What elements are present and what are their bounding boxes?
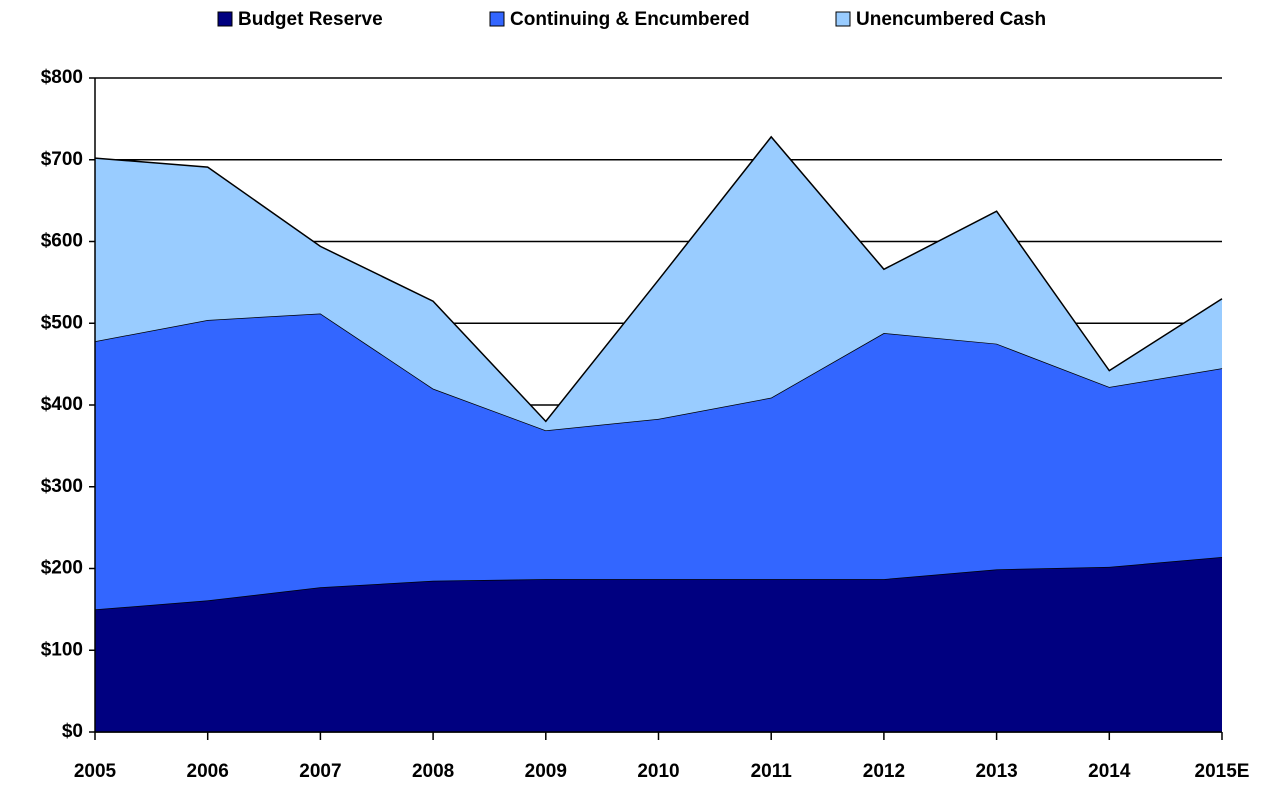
area xyxy=(95,557,1222,732)
x-tick-label: 2014 xyxy=(1088,761,1131,782)
x-tick-label: 2007 xyxy=(299,761,341,782)
x-tick-label: 2015E xyxy=(1195,761,1250,782)
y-tick-label: $600 xyxy=(41,231,83,252)
legend-swatch xyxy=(217,11,233,27)
area xyxy=(95,313,1222,610)
x-tick-label: 2013 xyxy=(975,761,1017,782)
x-tick-label: 2008 xyxy=(412,761,454,782)
legend-label: Continuing & Encumbered xyxy=(510,9,750,30)
area-outline xyxy=(94,135,1223,423)
y-tick-label: $800 xyxy=(41,67,83,88)
legend-label: Budget Reserve xyxy=(238,9,383,30)
x-tick-label: 2012 xyxy=(863,761,905,782)
y-tick-label: $0 xyxy=(62,721,83,742)
legend-swatch xyxy=(489,11,505,27)
y-tick-label: $100 xyxy=(41,639,83,660)
x-tick-label: 2006 xyxy=(187,761,229,782)
y-tick-label: $200 xyxy=(41,558,83,579)
y-tick-label: $300 xyxy=(41,476,83,497)
x-tick-label: 2011 xyxy=(751,761,793,782)
legend-swatch xyxy=(835,11,851,27)
x-tick-label: 2010 xyxy=(637,761,679,782)
y-tick-label: $400 xyxy=(41,394,83,415)
legend-label: Unencumbered Cash xyxy=(856,9,1046,30)
area xyxy=(95,136,1222,431)
y-tick-label: $500 xyxy=(41,312,83,333)
x-tick-label: 2009 xyxy=(525,761,567,782)
y-tick-label: $700 xyxy=(41,149,83,170)
x-tick-label: 2005 xyxy=(74,761,117,782)
